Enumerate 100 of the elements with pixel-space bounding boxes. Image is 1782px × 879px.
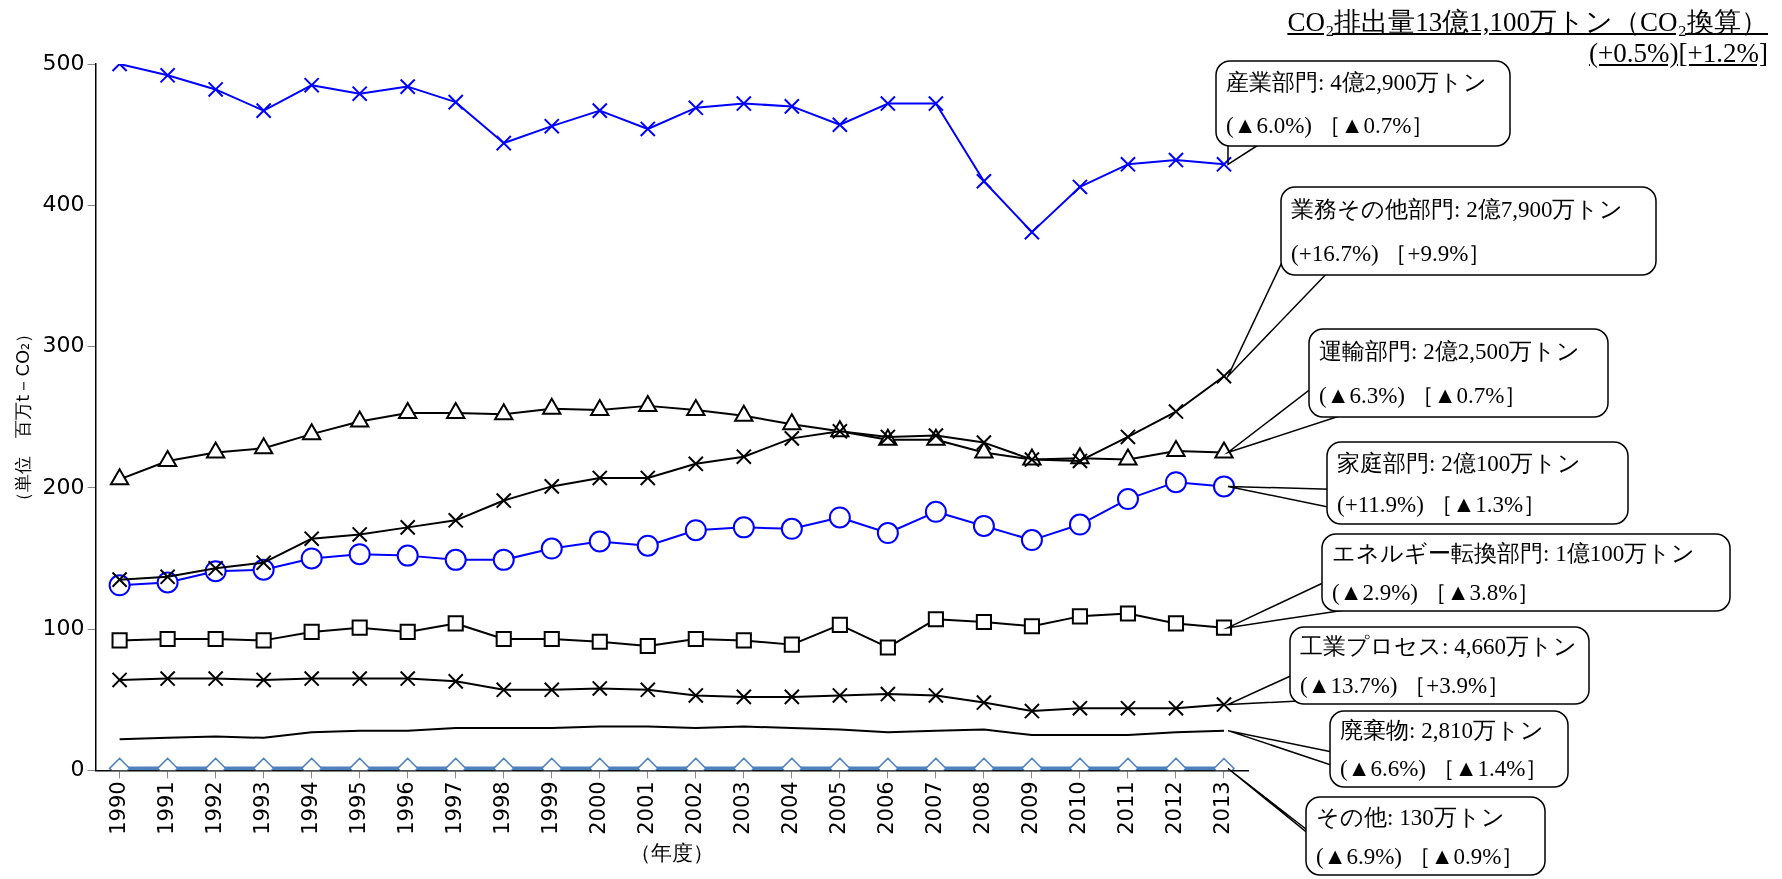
point [543,478,560,495]
point [831,687,848,704]
x-tick-label: 2001 [634,781,659,835]
x-tick-label: 1992 [202,781,227,835]
point [876,522,899,545]
point [111,632,128,649]
point [783,98,800,115]
point [591,633,608,650]
point [924,500,947,523]
x-tick-label: 1991 [154,781,179,835]
x-tick-label: 1997 [442,781,467,835]
point [495,135,512,152]
point [399,623,416,640]
point [255,632,272,649]
point [543,630,560,648]
point [495,492,512,509]
point [927,95,944,112]
point [348,543,371,566]
point [396,544,419,567]
point [447,512,464,529]
point [639,120,656,138]
y-tick-label: 100 [42,614,85,640]
point [639,681,656,698]
x-tick-label: 1990 [106,781,131,835]
point [447,94,464,111]
text: CO₂排出量13億1,100万トン（CO₂換算） [1287,7,1768,37]
point [399,78,416,95]
x-tick-label: 2004 [778,781,803,835]
x-tick-label: 1994 [298,781,323,835]
point [1164,471,1187,494]
y-tick-label: 400 [42,190,85,216]
x-axis-title: （年度） [629,840,714,865]
x-tick-label: 2003 [730,781,755,835]
point [495,681,512,698]
point [1215,368,1233,385]
point [1020,529,1043,552]
point [399,670,416,687]
point [255,671,272,689]
point [783,688,800,705]
y-tick-label: 500 [42,49,85,75]
point [159,630,176,648]
point [1068,513,1091,536]
x-tick-label: 2000 [586,781,611,835]
point [1071,608,1089,625]
point [303,77,320,94]
point [351,526,368,543]
point [1167,615,1185,632]
text: 運輸部門: 2億2,500万トン (▲6.3%) ［▲0.7%］ [1319,339,1581,409]
point [1167,403,1185,420]
point [735,95,752,112]
text: (+0.5%)[+1.2%] [1589,38,1768,69]
point [1167,700,1185,717]
text: 業務その他部門: 2億7,900万トン (+16.7%) ［+9.9%］ [1291,197,1624,267]
point [735,688,752,705]
point [1119,156,1137,173]
point [447,615,464,632]
point [1071,178,1089,195]
point [1215,696,1233,713]
point [591,680,608,697]
point [687,455,704,472]
point [444,548,467,571]
y-tick-label: 300 [42,332,85,358]
point [303,670,320,687]
point [879,639,896,656]
point [1119,605,1137,622]
point [1167,151,1185,169]
point [351,85,368,102]
point [543,681,560,698]
point [588,530,611,553]
point [1071,700,1089,717]
point [975,694,992,711]
point [591,102,608,119]
point [828,506,851,529]
point [303,623,320,640]
x-tick-label: 2012 [1162,781,1187,835]
point [783,430,800,447]
x-tick-label: 2013 [1210,781,1235,835]
point [1119,428,1137,446]
point [351,670,368,687]
point [1023,618,1040,635]
text: 廃棄物: 2,810万トン (▲6.6%) ［▲1.4%］ [1340,718,1549,782]
point [879,686,896,703]
y-tick-label: 0 [70,756,85,782]
point [351,619,368,636]
point [399,519,416,536]
point [735,448,752,465]
x-tick-label: 2005 [826,781,851,835]
point [927,687,944,704]
point [972,514,995,537]
point [783,636,800,653]
point [1212,475,1235,498]
text: エネルギー転換部門: 1億100万トン (▲2.9%) ［▲3.8%］ [1332,541,1696,605]
point [1116,488,1139,511]
point [732,516,755,539]
point [735,632,752,649]
point [303,530,320,547]
point [1215,156,1233,173]
point [495,630,512,648]
x-tick-label: 1993 [250,781,275,835]
point [447,673,464,690]
